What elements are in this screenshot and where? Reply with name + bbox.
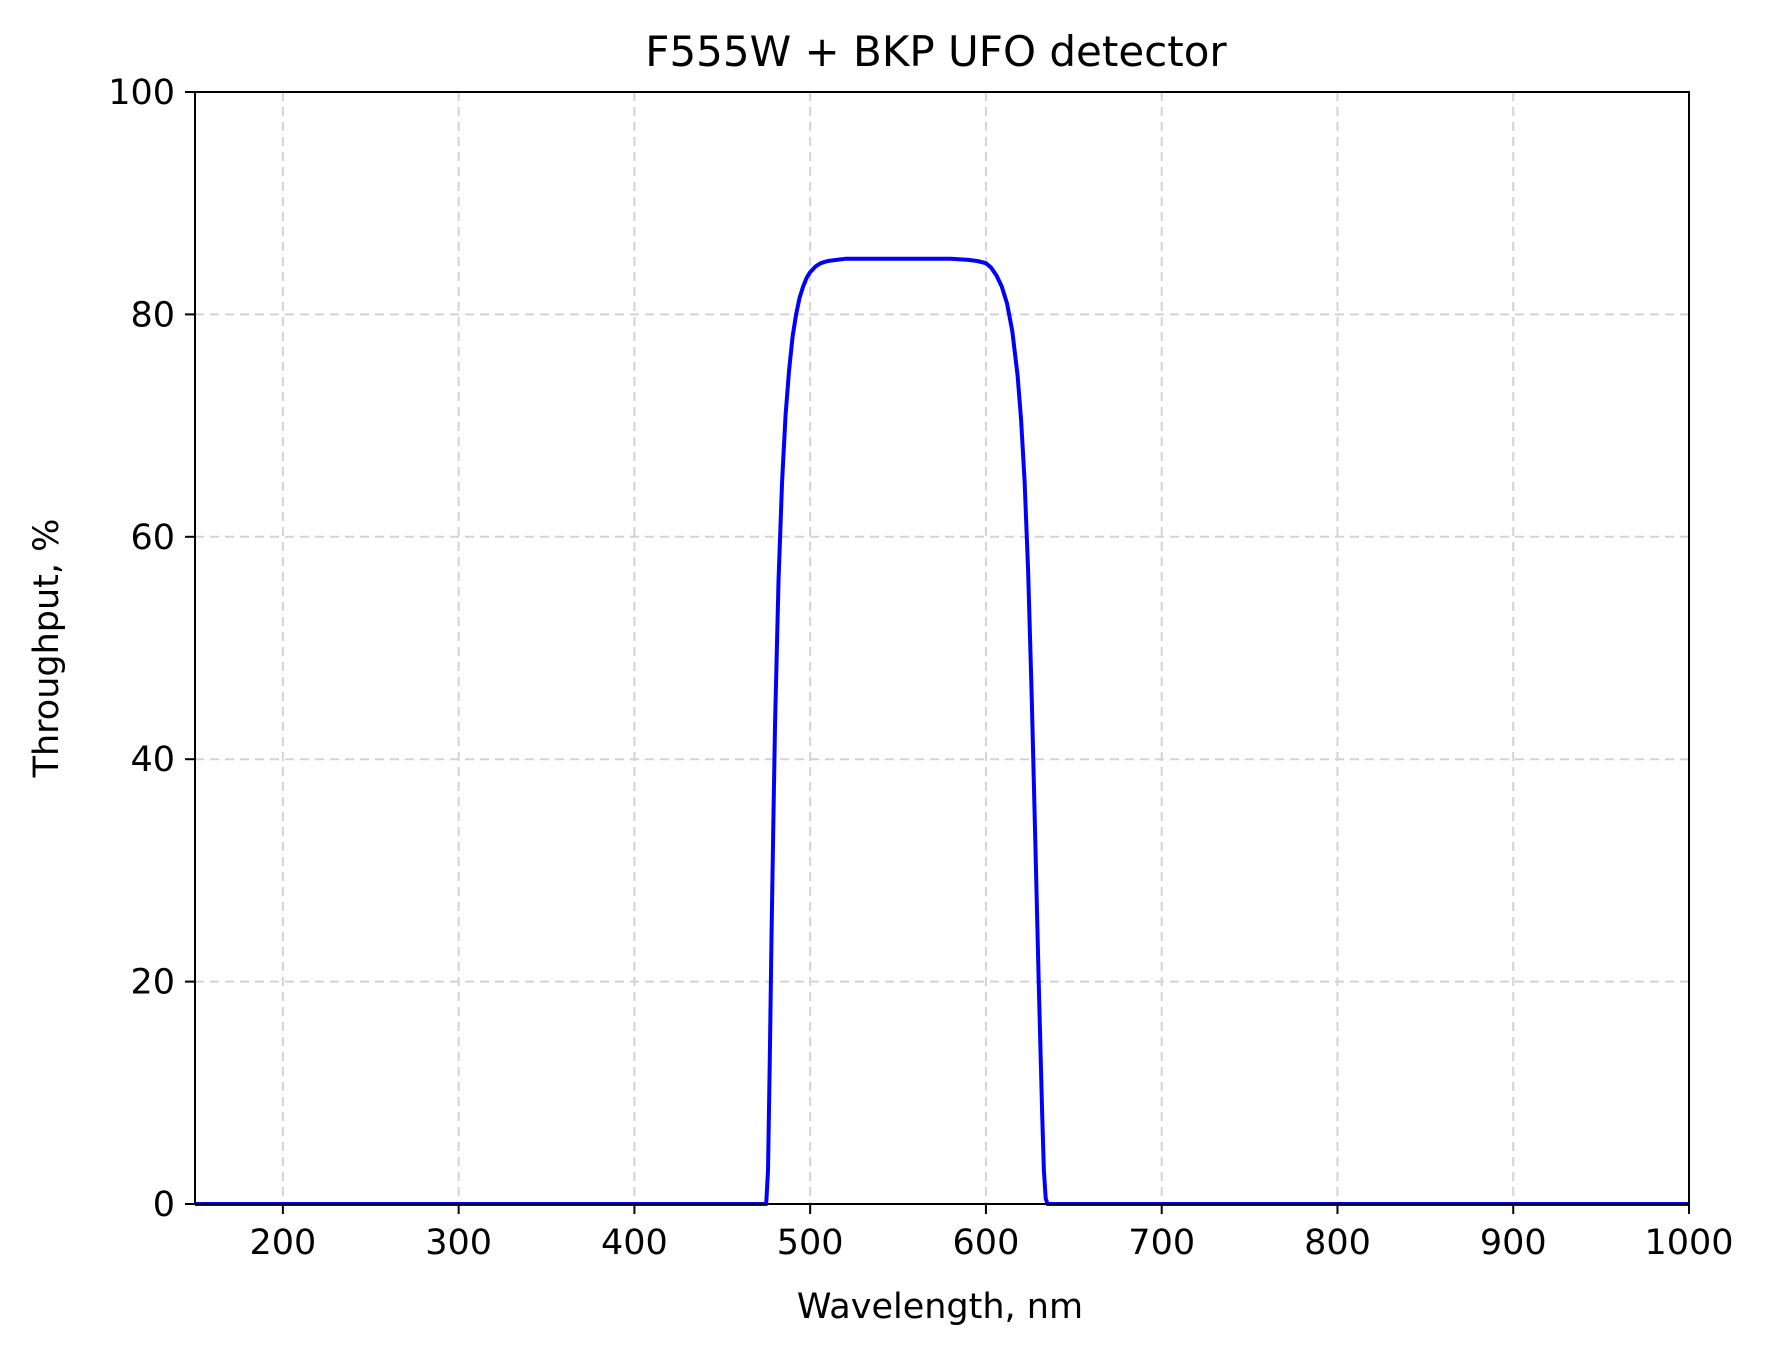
y-tick-label: 40 (130, 740, 175, 780)
x-tick-label: 800 (1304, 1223, 1371, 1263)
x-tick-label: 700 (1128, 1223, 1195, 1263)
x-tick-label: 600 (953, 1223, 1020, 1263)
y-tick-label: 0 (153, 1185, 175, 1225)
throughput-series-line (195, 256, 1689, 1206)
x-tick-label: 200 (249, 1223, 316, 1263)
y-axis-label: Throughput, % (27, 519, 67, 779)
series-layer (195, 256, 1689, 1206)
chart-title: F555W + BKP UFO detector (645, 27, 1227, 76)
x-axis-label: Wavelength, nm (797, 1287, 1083, 1327)
y-tick-label: 20 (130, 963, 175, 1003)
x-tick-label: 500 (777, 1223, 844, 1263)
y-tick-label: 80 (130, 295, 175, 335)
plot-frame (194, 91, 1690, 1205)
x-tick-label: 1000 (1644, 1223, 1733, 1263)
y-tick-label: 100 (108, 73, 175, 113)
x-tick-label: 900 (1480, 1223, 1547, 1263)
x-tick-label: 400 (601, 1223, 668, 1263)
axis-ticks: 200 300 400 500 600 700 800 900 1000 0 20 40 60 80 100 (108, 73, 1733, 1263)
y-tick-label: 60 (130, 518, 175, 558)
x-tick-label: 300 (425, 1223, 492, 1263)
